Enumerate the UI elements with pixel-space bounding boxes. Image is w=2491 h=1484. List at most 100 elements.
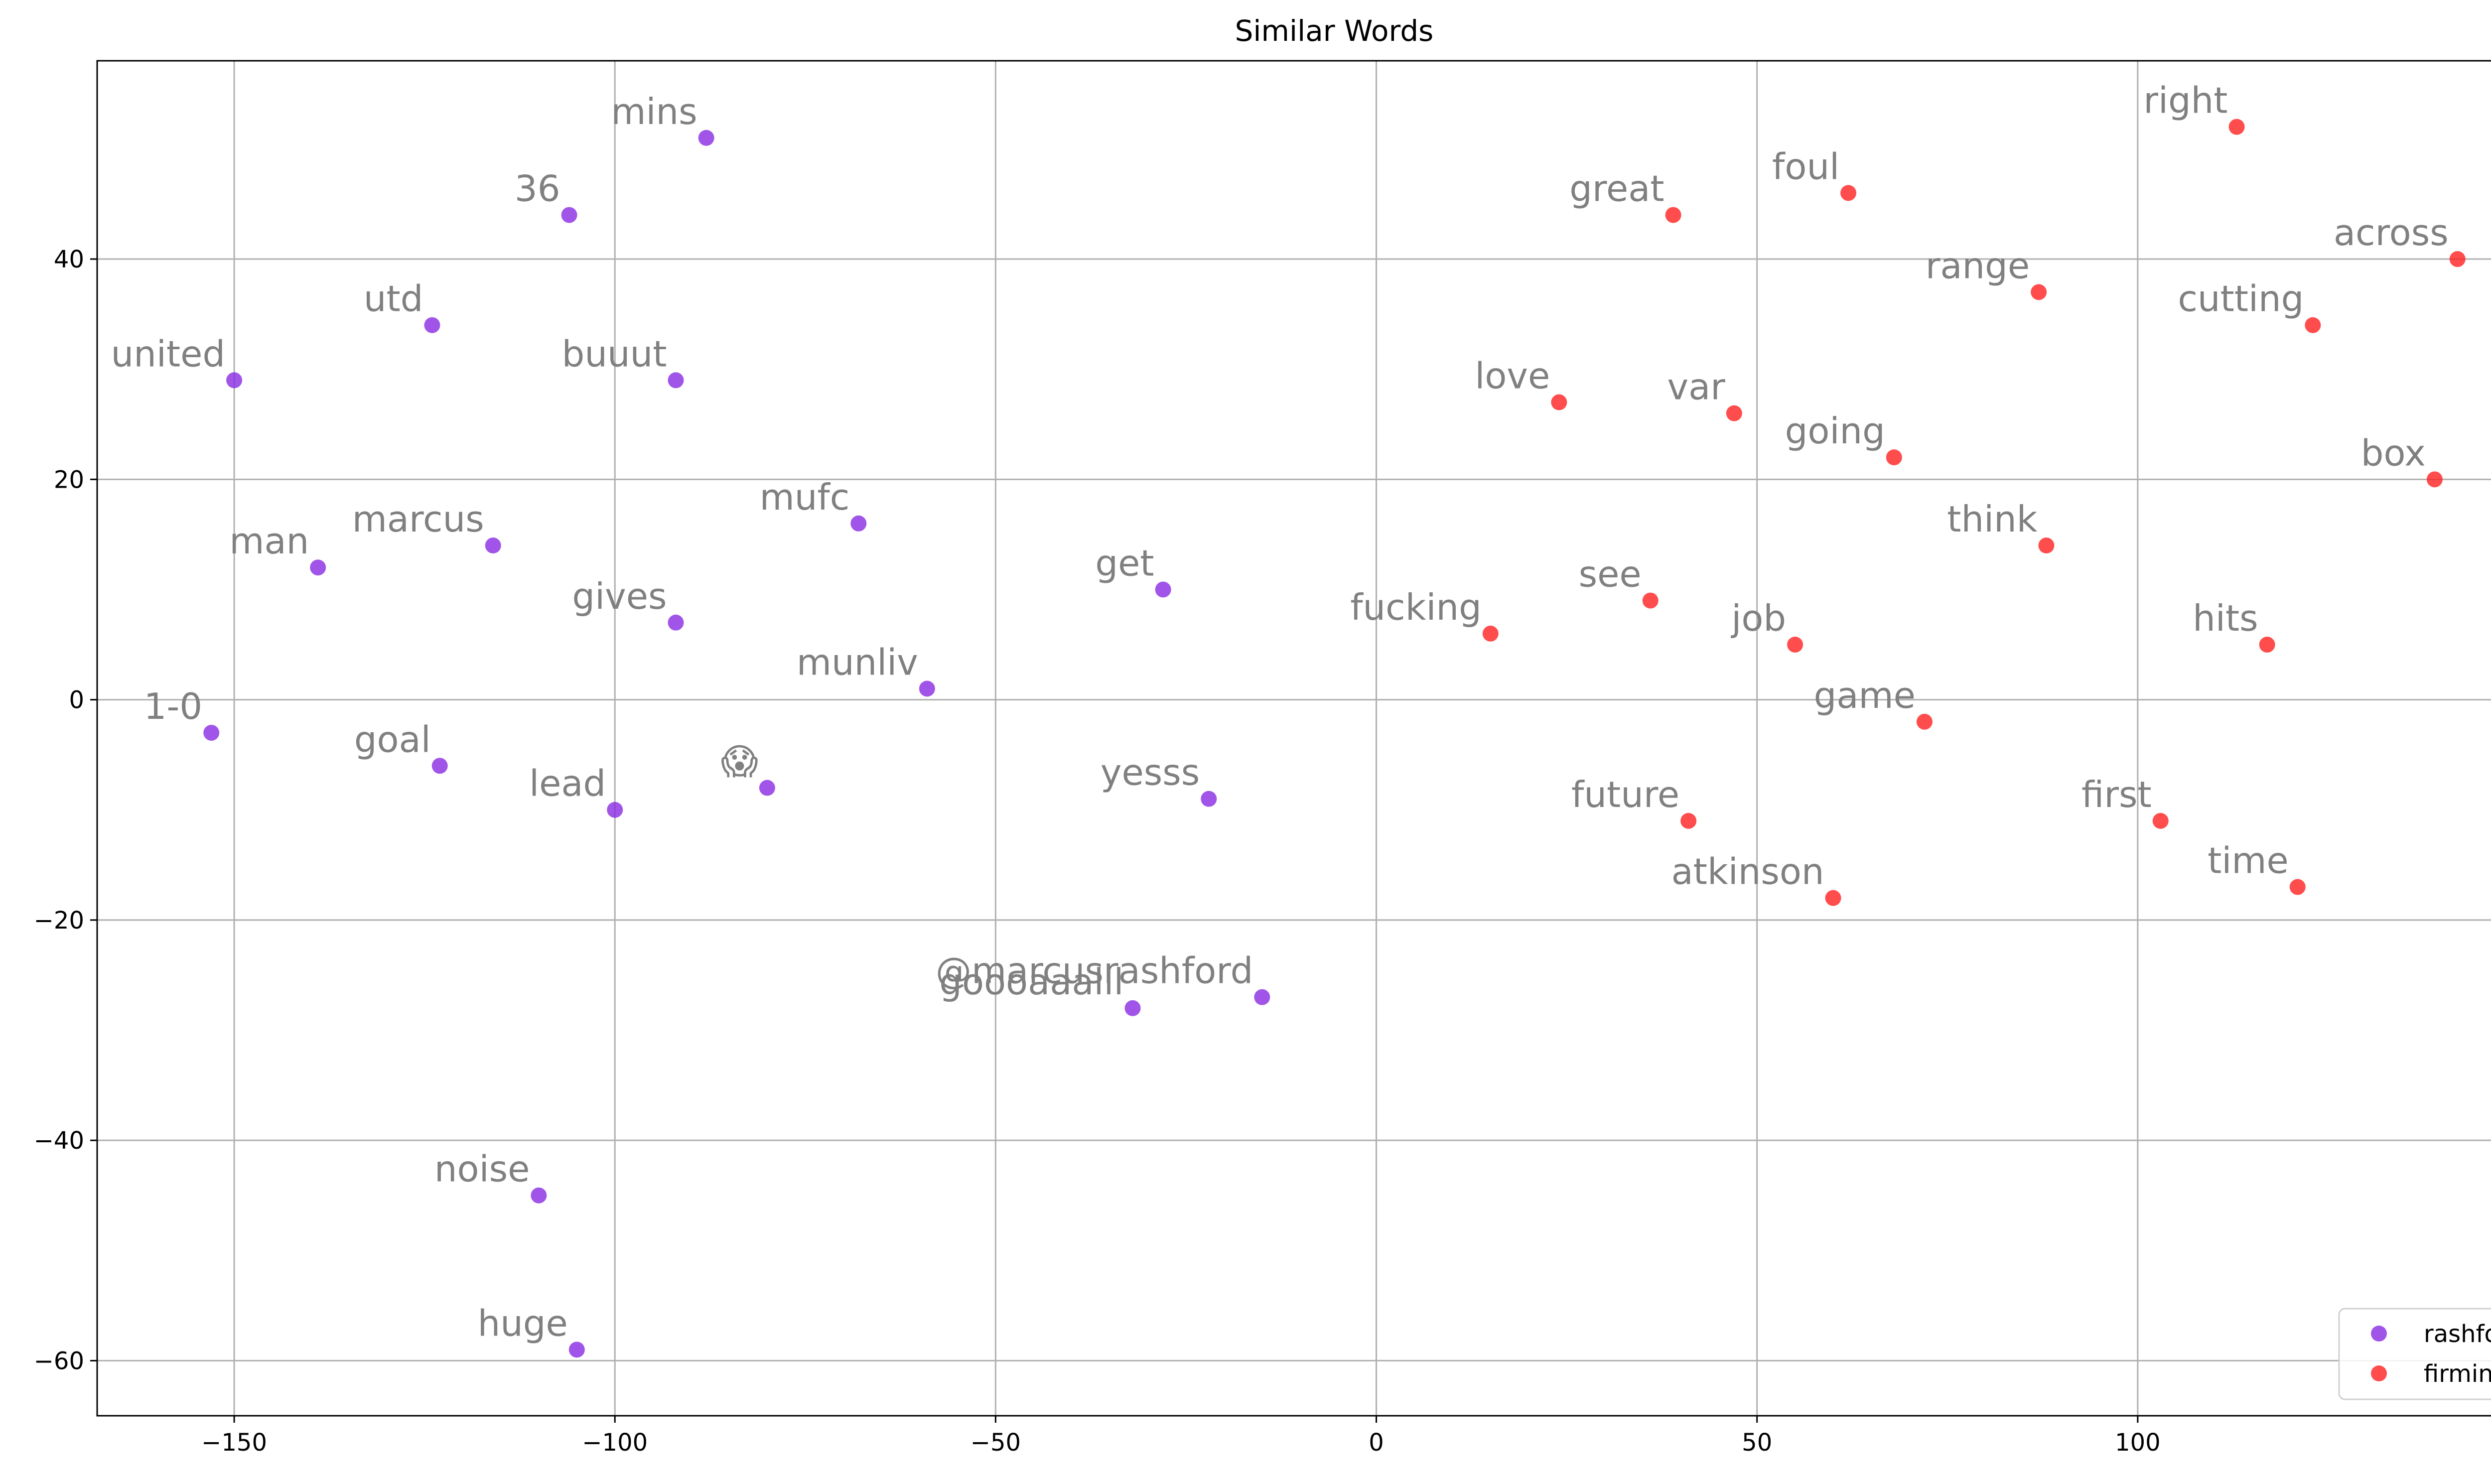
data-point-firmino (1482, 625, 1499, 642)
data-point-rashford (203, 724, 220, 741)
point-label: fucking (1350, 586, 1482, 628)
point-label: goal (354, 718, 431, 760)
legend-label: rashford (2424, 1320, 2491, 1348)
y-tick-label: 40 (54, 246, 84, 273)
point-label: game (1814, 675, 1916, 716)
point-label: first (2081, 774, 2152, 815)
point-label: gives (572, 575, 667, 617)
data-point-rashford (531, 1187, 547, 1204)
x-tick-label: −100 (582, 1429, 648, 1457)
point-label: think (1947, 498, 2038, 540)
x-tick-label: 50 (1742, 1429, 1772, 1457)
y-tick-label: −20 (34, 907, 84, 935)
plot-frame (96, 60, 2491, 1417)
point-label: across (2334, 212, 2449, 254)
legend-marker-firmino (2371, 1365, 2387, 1381)
point-label: time (2208, 840, 2289, 882)
data-point-firmino (2305, 317, 2321, 333)
data-point-rashford (1124, 1000, 1141, 1016)
data-point-rashford (607, 802, 623, 818)
data-point-firmino (1551, 394, 1567, 410)
data-point-firmino (1916, 713, 1933, 730)
data-points (203, 119, 2466, 1358)
point-label: cutting (2178, 278, 2304, 320)
data-point-firmino (1665, 207, 1681, 223)
point-label: future (1571, 774, 1679, 815)
point-label: utd (364, 278, 423, 320)
data-point-firmino (2259, 637, 2275, 653)
point-label: lead (529, 763, 606, 805)
data-point-rashford (485, 538, 501, 554)
data-point-rashford (561, 207, 577, 223)
data-point-rashford (226, 372, 243, 389)
data-point-rashford (668, 372, 684, 389)
point-label: 😱 (721, 741, 758, 783)
point-label: range (1926, 245, 2030, 286)
y-tick-label: 20 (54, 466, 84, 494)
data-point-firmino (2289, 879, 2306, 895)
x-tick-label: 100 (2115, 1429, 2161, 1457)
data-point-firmino (2426, 471, 2443, 488)
point-label: goooaaalll (939, 961, 1123, 1003)
data-point-rashford (424, 317, 440, 333)
x-tick-label: 0 (1369, 1429, 1384, 1457)
point-label: @marcusrashford (936, 950, 1253, 992)
point-label: right (2143, 80, 2227, 122)
data-point-rashford (431, 758, 448, 774)
y-tick-label: −60 (34, 1347, 84, 1375)
legend-marker-rashford (2371, 1326, 2387, 1342)
data-point-firmino (2228, 119, 2245, 135)
data-point-rashford (668, 614, 684, 631)
y-tick-label: −40 (34, 1127, 84, 1155)
x-tick-label: −50 (970, 1429, 1021, 1457)
data-point-rashford (850, 515, 867, 532)
point-label: united (111, 333, 226, 375)
data-point-rashford (568, 1342, 585, 1358)
data-point-rashford (1155, 581, 1171, 598)
data-point-rashford (1254, 989, 1270, 1005)
point-label: great (1569, 168, 1664, 210)
point-label: job (1730, 597, 1786, 639)
legend: rashford firmino (2338, 1308, 2491, 1400)
data-point-rashford (919, 680, 935, 697)
data-point-firmino (1642, 592, 1659, 609)
point-label: hits (2193, 597, 2258, 639)
grid-layer (97, 61, 2491, 1416)
chart-title: Similar Words (1235, 14, 1434, 48)
data-point-rashford (759, 780, 775, 796)
data-point-firmino (2031, 284, 2047, 300)
point-label: munliv (797, 641, 918, 683)
data-point-rashford (310, 559, 326, 576)
x-tick-label: −150 (201, 1429, 267, 1457)
data-point-firmino (1680, 812, 1697, 829)
point-label: huge (478, 1302, 568, 1344)
point-label: var (1667, 366, 1726, 408)
point-label: man (229, 520, 309, 562)
data-point-firmino (1825, 890, 1841, 906)
point-label: foul (1772, 145, 1839, 187)
point-label: mufc (760, 476, 850, 518)
point-label: atkinson (1671, 851, 1824, 893)
data-point-firmino (1886, 449, 1902, 466)
point-label: marcus (352, 498, 484, 540)
y-tick-label: 0 (69, 686, 84, 714)
point-label: get (1095, 542, 1154, 584)
point-label: box (2361, 432, 2426, 474)
data-point-firmino (2449, 251, 2466, 268)
point-label: mins (611, 91, 697, 133)
data-point-firmino (2152, 812, 2169, 829)
data-point-firmino (1726, 405, 1742, 421)
point-label: love (1475, 355, 1550, 397)
point-label: 1-0 (144, 685, 203, 727)
data-point-firmino (1787, 637, 1803, 653)
point-label: buuut (562, 333, 667, 375)
point-labels: mins 36 utd united buuut mufc marcus man get give… (111, 80, 2449, 1345)
point-label: yesss (1101, 752, 1200, 794)
data-point-firmino (2038, 538, 2055, 554)
point-label: see (1579, 553, 1642, 595)
data-point-firmino (1840, 185, 1857, 201)
data-point-rashford (698, 130, 714, 146)
